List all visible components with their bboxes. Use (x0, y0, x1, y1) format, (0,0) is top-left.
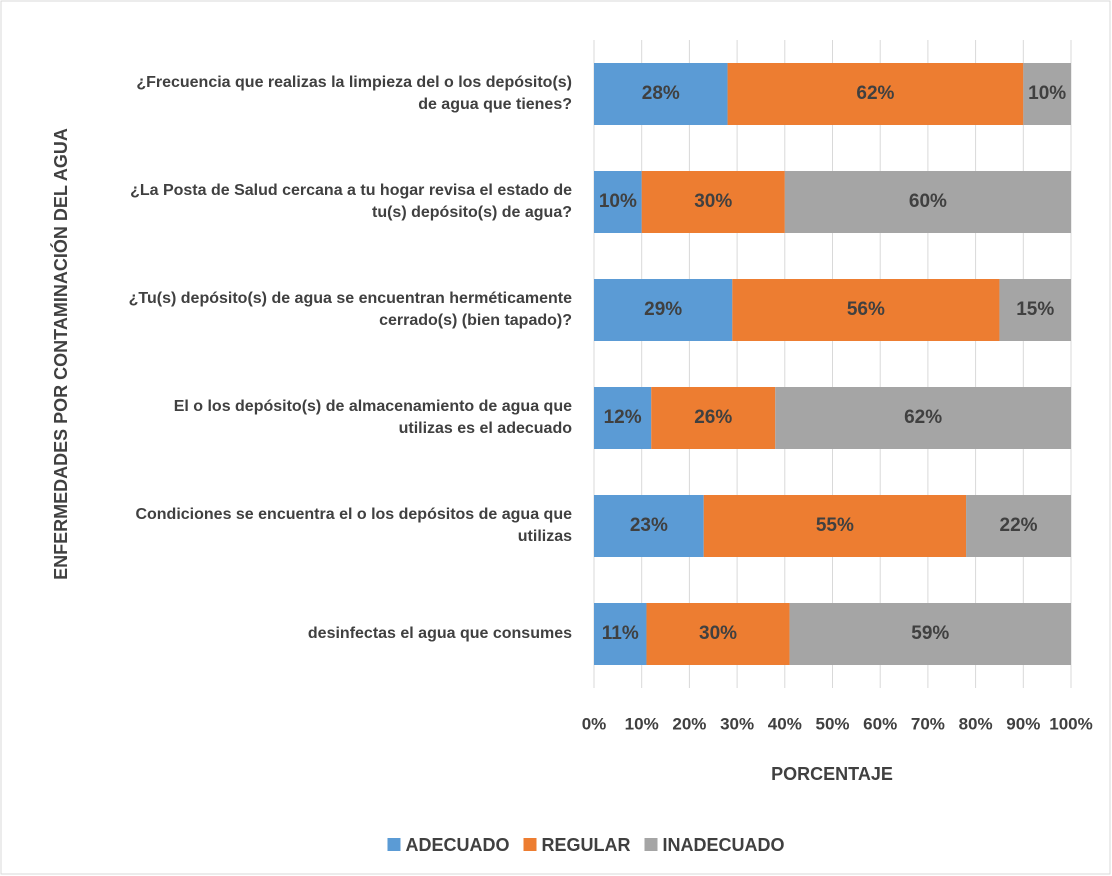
data-label: 55% (816, 515, 854, 536)
bar-segment (594, 387, 652, 449)
bar-segment (594, 63, 728, 125)
y-tick-label: El o los depósito(s) de almacenamiento d… (174, 398, 573, 437)
data-label: 10% (1028, 83, 1066, 104)
x-tick-label: 90% (1006, 714, 1040, 733)
data-label: 22% (1000, 515, 1038, 536)
bar-segment (641, 171, 785, 233)
y-tick-label: ¿Tu(s) depósito(s) de agua se encuentran… (129, 290, 572, 329)
bar-segment (784, 171, 1071, 233)
y-tick-label: ¿Frecuencia que realizas la limpieza del… (136, 74, 572, 113)
legend-label: REGULAR (542, 835, 631, 855)
data-label: 10% (599, 191, 637, 212)
data-label: 62% (856, 83, 894, 104)
data-label: 59% (911, 623, 949, 644)
legend-swatch (644, 838, 658, 851)
y-tick-label: desinfectas el agua que consumes (308, 625, 572, 642)
bar-segment (646, 603, 790, 665)
data-label: 28% (642, 83, 680, 104)
y-tick-label: Condiciones se encuentra el o los depósi… (135, 506, 572, 545)
data-label: 60% (909, 191, 947, 212)
x-tick-label: 50% (815, 714, 849, 733)
bar-segment (651, 387, 776, 449)
data-label: 56% (847, 299, 885, 320)
x-tick-label: 100% (1049, 714, 1092, 733)
x-tick-label: 80% (959, 714, 993, 733)
bar-segment (594, 171, 642, 233)
legend-swatch (523, 838, 537, 851)
x-tick-label: 30% (720, 714, 754, 733)
data-label: 26% (694, 407, 732, 428)
legend-label: INADECUADO (663, 835, 785, 855)
bar-segment (727, 63, 1024, 125)
x-tick-label: 60% (863, 714, 897, 733)
bar-segment (1023, 63, 1071, 125)
legend-label: ADECUADO (405, 835, 509, 855)
bar-segment (999, 279, 1071, 341)
bar-segment (966, 495, 1071, 557)
data-label: 15% (1016, 299, 1054, 320)
bar-segment (594, 279, 733, 341)
data-label: 62% (904, 407, 942, 428)
y-axis-title: ENFERMEDADES POR CONTAMINACIÓN DEL AGUA (50, 128, 71, 580)
bar-segment (775, 387, 1071, 449)
data-label: 30% (699, 623, 737, 644)
x-tick-label: 20% (672, 714, 706, 733)
x-tick-label: 40% (768, 714, 802, 733)
bar-segment (594, 495, 704, 557)
x-tick-label: 0% (582, 714, 607, 733)
data-label: 11% (602, 623, 639, 644)
data-label: 29% (644, 299, 682, 320)
x-axis-title: PORCENTAJE (771, 764, 893, 784)
y-tick-label: ¿La Posta de Salud cercana a tu hogar re… (130, 182, 572, 221)
bar-segment (732, 279, 1000, 341)
data-label: 23% (630, 515, 668, 536)
legend-swatch (387, 838, 401, 851)
x-tick-label: 70% (911, 714, 945, 733)
data-label: 30% (694, 191, 732, 212)
data-label: 12% (604, 407, 642, 428)
x-tick-label: 10% (625, 714, 659, 733)
legend: ADECUADO REGULAR INADECUADO (387, 835, 785, 855)
bar-segment (703, 495, 967, 557)
bar-segment (594, 603, 647, 665)
bar-segment (789, 603, 1071, 665)
